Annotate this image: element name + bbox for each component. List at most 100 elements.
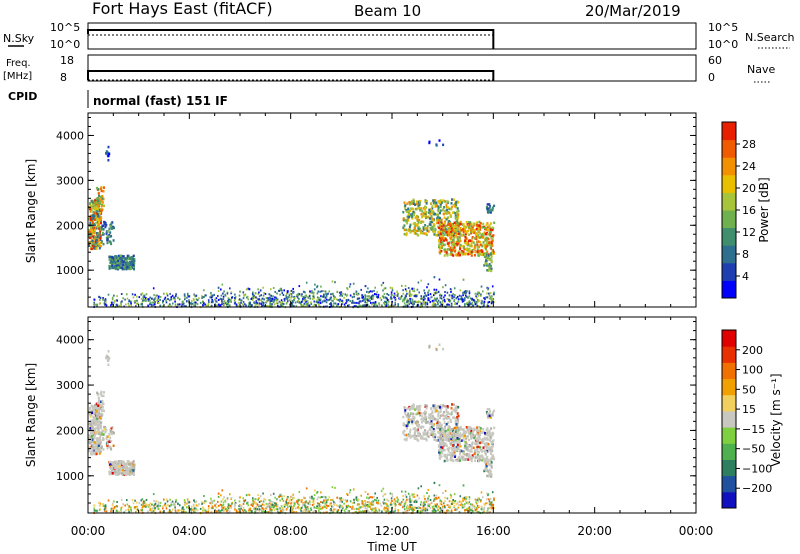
range-gate-cell [450, 250, 453, 253]
range-gate-cell [464, 239, 467, 242]
range-gate-cell [401, 295, 403, 298]
range-gate-cell [456, 295, 459, 298]
range-gate-cell [110, 260, 113, 263]
range-gate-cell [100, 413, 103, 416]
range-gate-cell [114, 258, 116, 262]
range-gate-cell [450, 457, 453, 460]
range-gate-cell [366, 290, 368, 293]
range-gate-cell [439, 236, 441, 240]
range-gate-cell [444, 455, 447, 459]
range-gate-cell [490, 461, 493, 464]
range-gate-cell [450, 455, 453, 459]
range-gate-cell [110, 227, 113, 230]
range-gate-cell [307, 502, 310, 505]
range-gate-cell [263, 298, 265, 301]
range-gate-cell [442, 212, 445, 216]
range-gate-cell [116, 299, 118, 302]
range-gate-cell [438, 278, 441, 281]
range-gate-cell [97, 425, 100, 428]
range-gate-cell [99, 400, 102, 403]
range-gate-cell [117, 266, 120, 269]
range-gate-cell [97, 420, 100, 423]
range-gate-cell [443, 453, 446, 457]
range-gate-cell [406, 217, 409, 220]
range-gate-cell [337, 505, 339, 508]
range-gate-cell [91, 217, 94, 221]
range-gate-cell [357, 292, 360, 295]
range-gate-cell [406, 427, 409, 430]
range-gate-cell [275, 302, 278, 305]
range-gate-cell [479, 222, 482, 225]
range-gate-cell [349, 300, 352, 303]
range-gate-cell [111, 464, 114, 467]
range-gate-cell [132, 258, 135, 261]
range-gate-cell [448, 211, 451, 215]
range-gate-cell [418, 434, 421, 438]
range-gate-cell [258, 299, 260, 302]
range-gate-cell [385, 305, 387, 308]
range-gate-cell [410, 213, 413, 216]
range-gate-cell [412, 290, 414, 292]
range-gate-cell [487, 305, 489, 308]
range-gate-cell [106, 435, 109, 438]
range-gate-cell [427, 283, 430, 286]
range-gate-cell [99, 218, 102, 222]
range-gate-cell [488, 209, 491, 213]
range-gate-cell [121, 257, 124, 260]
range-gate-cell [216, 304, 218, 307]
range-gate-cell [300, 300, 303, 303]
range-gate-cell [435, 348, 438, 352]
range-gate-cell [93, 231, 96, 235]
ytick-label: 1000 [56, 264, 84, 277]
range-gate-cell [437, 414, 440, 418]
range-gate-cell [111, 266, 114, 269]
range-gate-cell [414, 432, 416, 435]
range-gate-cell [420, 295, 423, 298]
range-gate-cell [488, 297, 491, 300]
range-gate-cell [446, 254, 449, 257]
range-gate-cell [150, 303, 153, 306]
range-gate-cell [459, 425, 462, 429]
range-gate-cell [457, 421, 459, 424]
range-gate-cell [448, 248, 451, 251]
range-gate-cell [97, 225, 100, 229]
range-gate-cell [476, 293, 479, 296]
range-gate-cell [456, 224, 459, 227]
range-gate-cell [459, 245, 462, 249]
range-gate-cell [464, 229, 466, 232]
range-gate-cell [439, 199, 442, 202]
range-gate-cell [431, 425, 434, 429]
range-gate-cell [390, 291, 393, 294]
range-gate-cell [115, 255, 118, 258]
range-gate-cell [250, 304, 252, 307]
range-gate-cell [443, 459, 446, 463]
range-gate-cell [412, 198, 415, 201]
range-gate-cell [94, 419, 97, 422]
range-gate-cell [366, 295, 369, 298]
range-gate-cell [447, 216, 450, 219]
range-gate-cell [411, 418, 414, 421]
range-gate-cell [412, 302, 414, 305]
range-gate-cell [421, 420, 423, 424]
range-gate-cell [437, 230, 440, 234]
range-gate-cell [417, 303, 419, 306]
range-gate-cell [475, 227, 478, 231]
range-gate-cell [162, 299, 164, 302]
range-gate-cell [100, 199, 103, 202]
range-gate-cell [471, 298, 473, 301]
range-gate-cell [258, 298, 260, 301]
range-gate-cell [440, 448, 442, 451]
range-gate-cell [442, 417, 445, 421]
range-gate-cell [155, 294, 157, 297]
range-gate-cell [468, 225, 470, 229]
range-gate-cell [476, 243, 479, 246]
range-gate-cell [436, 418, 439, 421]
range-gate-cell [334, 296, 336, 299]
range-gate-cell [108, 470, 111, 473]
range-gate-cell [108, 152, 111, 156]
range-gate-cell [268, 293, 270, 296]
range-gate-cell [417, 410, 420, 414]
range-gate-cell [457, 201, 460, 204]
range-gate-cell [462, 456, 465, 459]
range-gate-cell [105, 223, 108, 227]
